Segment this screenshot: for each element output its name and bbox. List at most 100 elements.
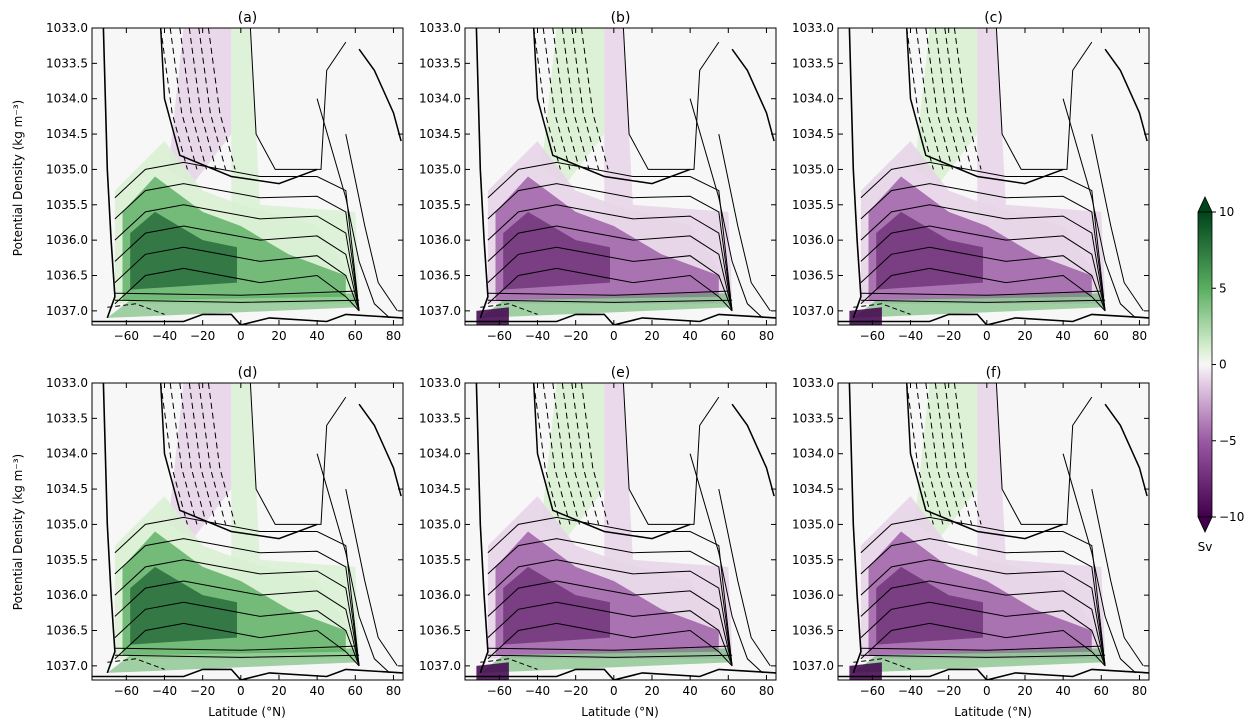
panel-f: (f) 1033.0 1033.5 1034.0 1034.5 1035.0 1035.5 1… [792,365,1150,698]
contour-line-dashed [915,383,944,525]
contour-line [114,645,356,651]
panel-b: (b) 1033.0 1033.5 1034.0 1034.5 1035.0 1035.5 1… [419,10,777,343]
x-tick-label: −40 [898,329,923,343]
contour-line-dashed [580,28,609,170]
contour-line-bold [465,668,776,680]
contour-line-dashed [906,28,934,170]
contour-line-dashed [480,303,538,315]
contour-line-dashed [179,383,207,525]
contour-line [114,601,360,667]
y-tick-label: 1033.0 [419,21,461,35]
contour-line [345,133,398,312]
panel-a: (a) 1033.0 1033.5 1034.0 1034.5 1035.0 1035.5 1… [46,10,404,343]
shade-bottom-band [853,293,1106,318]
x-tick-label: −20 [563,329,588,343]
contour-line-dashed [188,383,217,525]
y-tick-label: 1035.5 [792,198,834,212]
contour-line-dashed [198,383,227,525]
contour-line [622,383,720,525]
contour-line [1062,453,1136,674]
y-tick-label: 1036.5 [792,624,834,638]
y-tick-label: 1033.0 [792,21,834,35]
contour-line-bold [1104,403,1148,497]
y-tick-label: 1034.5 [46,127,88,141]
colorbar-tick-label: −10 [1219,510,1244,524]
contour-line-dashed [542,28,571,170]
colorbar-tick-label: −5 [1219,434,1237,448]
y-tick-label: 1033.0 [46,21,88,35]
panel-title: (f) [986,365,1002,381]
contour-line [487,290,729,296]
plot-frame [464,382,777,681]
contour-line-dashed [561,28,590,170]
contour-line-dashed [915,28,944,170]
y-tick-label: 1034.5 [792,127,834,141]
shade-deep-south [849,307,882,325]
contour-line [860,267,1106,312]
panel-title: (c) [984,10,1003,26]
x-tick-label: 20 [1017,684,1032,698]
x-tick-label: 80 [386,684,401,698]
colorbar-bar [1197,211,1213,518]
x-tick-label: 60 [721,329,736,343]
contour-line [860,290,1102,296]
x-tick-label: −40 [152,329,177,343]
contour-line-dashed [542,383,571,525]
x-tick-label: 60 [721,684,736,698]
contour-line-bold [465,313,776,325]
y-tick-label: 1033.0 [419,376,461,390]
shade-bottom-band [107,293,360,318]
y-tick-label: 1033.5 [792,411,834,425]
colorbar-tick-label: 5 [1219,281,1227,295]
panel-c: (c) 1033.0 1033.5 1034.0 1034.5 1035.0 1035.5 1… [792,10,1150,343]
contour-line-dashed [480,658,538,670]
contour-line-dashed [953,383,982,525]
y-tick-label: 1033.5 [419,411,461,425]
contour-line-dashed [207,28,236,170]
contour-line [487,622,733,667]
contour-line [249,383,347,525]
shade-upper-opposite [541,28,605,184]
contour-line-bold [848,383,862,674]
contour-line-dashed [207,383,236,525]
contour-line [860,538,1106,666]
contour-line [114,225,360,312]
plot-frame [464,27,777,326]
contour-line-dashed [934,28,963,170]
y-tick-label: 1036.0 [46,233,88,247]
colorbar-tick-label: 10 [1219,205,1234,219]
contour-line-dashed [561,383,590,525]
contour-line-dashed [552,383,580,525]
colorbar-tick-label: 0 [1219,358,1227,372]
x-tick-label: 20 [1017,329,1032,343]
y-tick-label: 1036.5 [46,269,88,283]
y-tick-label: 1037.0 [792,304,834,318]
x-tick-label: 60 [1094,329,1109,343]
x-tick-label: −40 [525,684,550,698]
y-axis-label-bottom: Potential Density (kg m⁻³) [11,454,25,610]
plot-frame [91,382,404,681]
contour-line [689,98,763,319]
contour-line-bold [848,28,862,319]
x-tick-label: 20 [644,684,659,698]
contour-line [316,98,390,319]
y-tick-label: 1035.5 [46,198,88,212]
contour-line-bold [358,48,402,142]
contour-line [860,559,1106,666]
x-tick-label: 40 [1056,684,1071,698]
shade-deep-south [476,307,509,325]
contour-line [114,267,360,312]
contour-line [114,161,360,311]
y-tick-label: 1035.5 [792,553,834,567]
contour-line-bold [838,313,1149,325]
x-tick-label: −60 [860,684,885,698]
panel-title: (b) [611,10,631,26]
contour-line-dashed [533,383,561,525]
contour-line [689,453,763,674]
contour-line-dashed [925,28,953,170]
colorbar-label: Sv [1198,540,1213,554]
x-tick-label: 80 [386,329,401,343]
y-tick-label: 1037.0 [419,659,461,673]
y-tick-label: 1034.0 [46,447,88,461]
